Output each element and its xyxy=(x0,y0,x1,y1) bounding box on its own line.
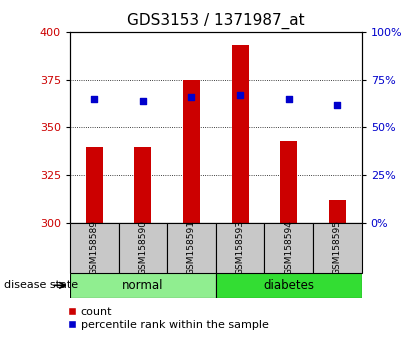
Bar xyxy=(329,200,346,223)
Point xyxy=(91,96,97,102)
Text: disease state: disease state xyxy=(4,280,78,290)
Point xyxy=(286,96,292,102)
Point xyxy=(237,92,243,98)
Point xyxy=(140,98,146,103)
Text: GSM158593: GSM158593 xyxy=(236,220,245,275)
Bar xyxy=(118,223,167,273)
Bar xyxy=(216,223,264,273)
Legend: count, percentile rank within the sample: count, percentile rank within the sample xyxy=(67,307,268,330)
Text: normal: normal xyxy=(122,279,164,292)
Title: GDS3153 / 1371987_at: GDS3153 / 1371987_at xyxy=(127,13,305,29)
Bar xyxy=(183,80,200,223)
Text: GSM158595: GSM158595 xyxy=(333,220,342,275)
Bar xyxy=(231,45,249,223)
Bar xyxy=(280,141,297,223)
Text: GSM158590: GSM158590 xyxy=(139,220,147,275)
Bar xyxy=(85,147,103,223)
Bar xyxy=(216,273,362,298)
Bar xyxy=(264,223,313,273)
Bar xyxy=(167,223,216,273)
Bar xyxy=(70,273,216,298)
Bar xyxy=(313,223,362,273)
Text: GSM158594: GSM158594 xyxy=(284,220,293,275)
Bar xyxy=(134,147,151,223)
Point xyxy=(334,102,341,107)
Text: GSM158589: GSM158589 xyxy=(90,220,99,275)
Point xyxy=(188,94,195,100)
Text: GSM158591: GSM158591 xyxy=(187,220,196,275)
Bar xyxy=(70,223,118,273)
Text: diabetes: diabetes xyxy=(263,279,314,292)
